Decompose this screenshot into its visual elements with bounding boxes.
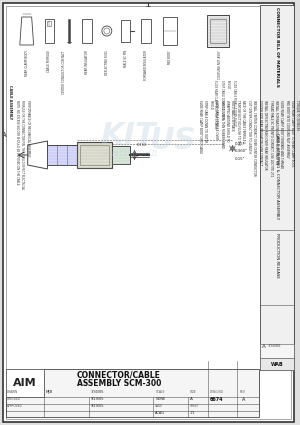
Text: SOLDER SIDE REAR INSULATOR OVER CONTACT: SOLDER SIDE REAR INSULATOR OVER CONTACT — [258, 100, 262, 165]
Text: HOLD WALLS IN PLACE: HOLD WALLS IN PLACE — [230, 100, 235, 131]
Text: SHIELD. USE A THIN RUBBER BAND: SHIELD. USE A THIN RUBBER BAND — [220, 100, 224, 148]
Text: SLIDE CABLE FERRULE OVER: SLIDE CABLE FERRULE OVER — [214, 100, 218, 139]
Text: MALE SC PIN: MALE SC PIN — [124, 50, 128, 67]
Text: US: US — [150, 125, 196, 155]
Text: THREAD MALE SC PIN INTO CONTACT. USE LOCTITE 272: THREAD MALE SC PIN INTO CONTACT. USE LOC… — [268, 100, 273, 176]
Text: CABLE ASSEMBLY: CABLE ASSEMBLY — [8, 85, 12, 119]
Text: SHIELD: SHIELD — [209, 100, 213, 110]
Text: NOTE: NO EXCESS SOLDER SHOULD BE EXPOSED ON THE CABLE: NOTE: NO EXCESS SOLDER SHOULD BE EXPOSED… — [15, 100, 19, 184]
Text: CABLE FERRULE: CABLE FERRULE — [47, 50, 52, 72]
Text: WRAPPED AROUND SHIELD TO: WRAPPED AROUND SHIELD TO — [225, 100, 229, 142]
Text: PRODUCTION RELEASE: PRODUCTION RELEASE — [275, 233, 279, 278]
Bar — [6, 369, 259, 417]
Text: CHECKED: CHECKED — [7, 397, 21, 401]
Bar — [207, 15, 229, 47]
Text: KIT: KIT — [101, 121, 157, 150]
Text: SLIDE REAR CLAMP BODY ONTO CABLE: SLIDE REAR CLAMP BODY ONTO CABLE — [198, 100, 202, 153]
Text: SIZE: SIZE — [190, 390, 197, 394]
Text: TRIM DEFLECTING FLUSH TO THE: TRIM DEFLECTING FLUSH TO THE — [236, 100, 240, 145]
Text: INSTALL DEFLECTING RING OVER REAR INSULATOR: INSTALL DEFLECTING RING OVER REAR INSULA… — [263, 100, 267, 170]
Text: 3/30/05: 3/30/05 — [268, 344, 282, 348]
Text: STRIP CABLE DOWN TO OUTER: STRIP CABLE DOWN TO OUTER — [203, 100, 207, 142]
Text: STRIP CABLE DOWN TO OUTER: STRIP CABLE DOWN TO OUTER — [220, 80, 224, 119]
Text: ACAG: ACAG — [155, 411, 165, 415]
Text: DWG NO: DWG NO — [210, 390, 223, 394]
Text: INSTALL CENTER CONTACT OVER CENTER CONDUCTOR.: INSTALL CENTER CONTACT OVER CENTER CONDU… — [252, 100, 256, 176]
Text: SLIDE REAR CLAMP BODY FORWARD AND THREAD: SLIDE REAR CLAMP BODY FORWARD AND THREAD — [280, 100, 284, 168]
Bar — [44, 19, 54, 43]
Bar — [47, 145, 77, 165]
Text: MID BODY INTO COUPLING NUT ASSEMBLY: MID BODY INTO COUPLING NUT ASSEMBLY — [285, 100, 289, 158]
Bar — [260, 344, 294, 358]
Text: WAB: WAB — [271, 362, 283, 366]
Bar — [260, 358, 294, 370]
Text: CONNECTOR/CABLE: CONNECTOR/CABLE — [77, 371, 160, 380]
Text: A: A — [190, 397, 193, 401]
Text: ASSEMBLY SCM-300: ASSEMBLY SCM-300 — [76, 380, 161, 388]
Text: A: A — [2, 133, 6, 138]
Text: FERRULE OR THE CONNECTOR PIN. THIS COULD EFFECT ELECTRICAL: FERRULE OR THE CONNECTOR PIN. THIS COULD… — [20, 100, 24, 190]
Bar — [121, 20, 130, 42]
Bar — [163, 17, 177, 45]
Text: NONE: NONE — [155, 397, 166, 401]
Text: CONNECTOR BILL OF MATERIALS: CONNECTOR BILL OF MATERIALS — [275, 7, 279, 87]
Text: SCALE: SCALE — [155, 390, 165, 394]
Bar — [77, 142, 112, 168]
Text: центрфонд: центрфонд — [99, 148, 158, 158]
Text: 1/1: 1/1 — [190, 411, 196, 415]
Bar — [142, 19, 152, 43]
Text: MID BODY: MID BODY — [168, 50, 172, 64]
Text: 0.35": 0.35" — [235, 142, 245, 146]
Text: 6674: 6674 — [210, 397, 223, 402]
Text: DEFLECTING RING: DEFLECTING RING — [105, 50, 109, 75]
Text: A: A — [2, 132, 6, 138]
Bar — [80, 145, 109, 165]
Text: CUT CENTER CONDUCTOR TO LENGTH: CUT CENTER CONDUCTOR TO LENGTH — [247, 100, 251, 153]
Text: SLIDE REAR CLAMP BODY TO REAR CLAMP BODY,: SLIDE REAR CLAMP BODY TO REAR CLAMP BODY… — [290, 100, 294, 167]
Text: 9/29/05: 9/29/05 — [91, 397, 104, 401]
Bar — [82, 19, 92, 43]
Bar — [6, 369, 43, 397]
Text: REV: REV — [239, 390, 245, 394]
Bar — [47, 21, 51, 26]
Text: REAR INSULATOR: REAR INSULATOR — [85, 50, 89, 74]
Text: REAR CLAMP BODY: REAR CLAMP BODY — [25, 50, 29, 76]
Bar — [112, 146, 130, 164]
Text: INSTALL FORWARD INSULATOR OVER MALE PIN: INSTALL FORWARD INSULATOR OVER MALE PIN — [274, 100, 278, 164]
Text: SLIDE REAR CLAMP BODY ONTO CABLE: SLIDE REAR CLAMP BODY ONTO CABLE — [213, 80, 217, 129]
Text: 9/29/05: 9/29/05 — [91, 404, 104, 408]
Text: CAGE: CAGE — [155, 404, 164, 408]
Text: SLIDE CABLE FERRULE OVER SHIELD: SLIDE CABLE FERRULE OVER SHIELD — [232, 80, 236, 126]
Text: AIM: AIM — [13, 378, 37, 388]
Text: 0.150: 0.150 — [136, 143, 147, 147]
Text: 0.15": 0.15" — [235, 157, 245, 161]
Text: COUPLING NUT ASSY: COUPLING NUT ASSY — [218, 50, 222, 79]
Text: FORWARD INSULATOR: FORWARD INSULATOR — [144, 50, 148, 80]
Text: SHEET: SHEET — [190, 404, 200, 408]
Text: SHIELD: SHIELD — [226, 80, 230, 89]
Text: 0.360": 0.360" — [235, 149, 247, 153]
Text: TORQUE TO 30 IN/LBS: TORQUE TO 30 IN/LBS — [296, 100, 300, 130]
Text: FACE OF THE CABLE FERRULE &: FACE OF THE CABLE FERRULE & — [242, 100, 245, 144]
Text: MJB: MJB — [46, 390, 52, 394]
Text: A: A — [262, 344, 266, 349]
Text: APPROVED: APPROVED — [7, 404, 23, 408]
Text: A: A — [242, 397, 246, 402]
Text: PERFORMANCE OR MECHANICAL ASSEMBLY.: PERFORMANCE OR MECHANICAL ASSEMBLY. — [26, 100, 30, 157]
Text: CENTER CONDUCTOR CONTACT: CENTER CONDUCTOR CONTACT — [62, 50, 66, 94]
Bar — [210, 19, 226, 43]
Text: 3/30/05: 3/30/05 — [91, 390, 104, 394]
Bar — [260, 5, 294, 370]
Text: CABLE STRIPPING & CONNECTOR ASSEMBLY: CABLE STRIPPING & CONNECTOR ASSEMBLY — [275, 133, 279, 219]
Text: DRAWN: DRAWN — [7, 390, 18, 394]
